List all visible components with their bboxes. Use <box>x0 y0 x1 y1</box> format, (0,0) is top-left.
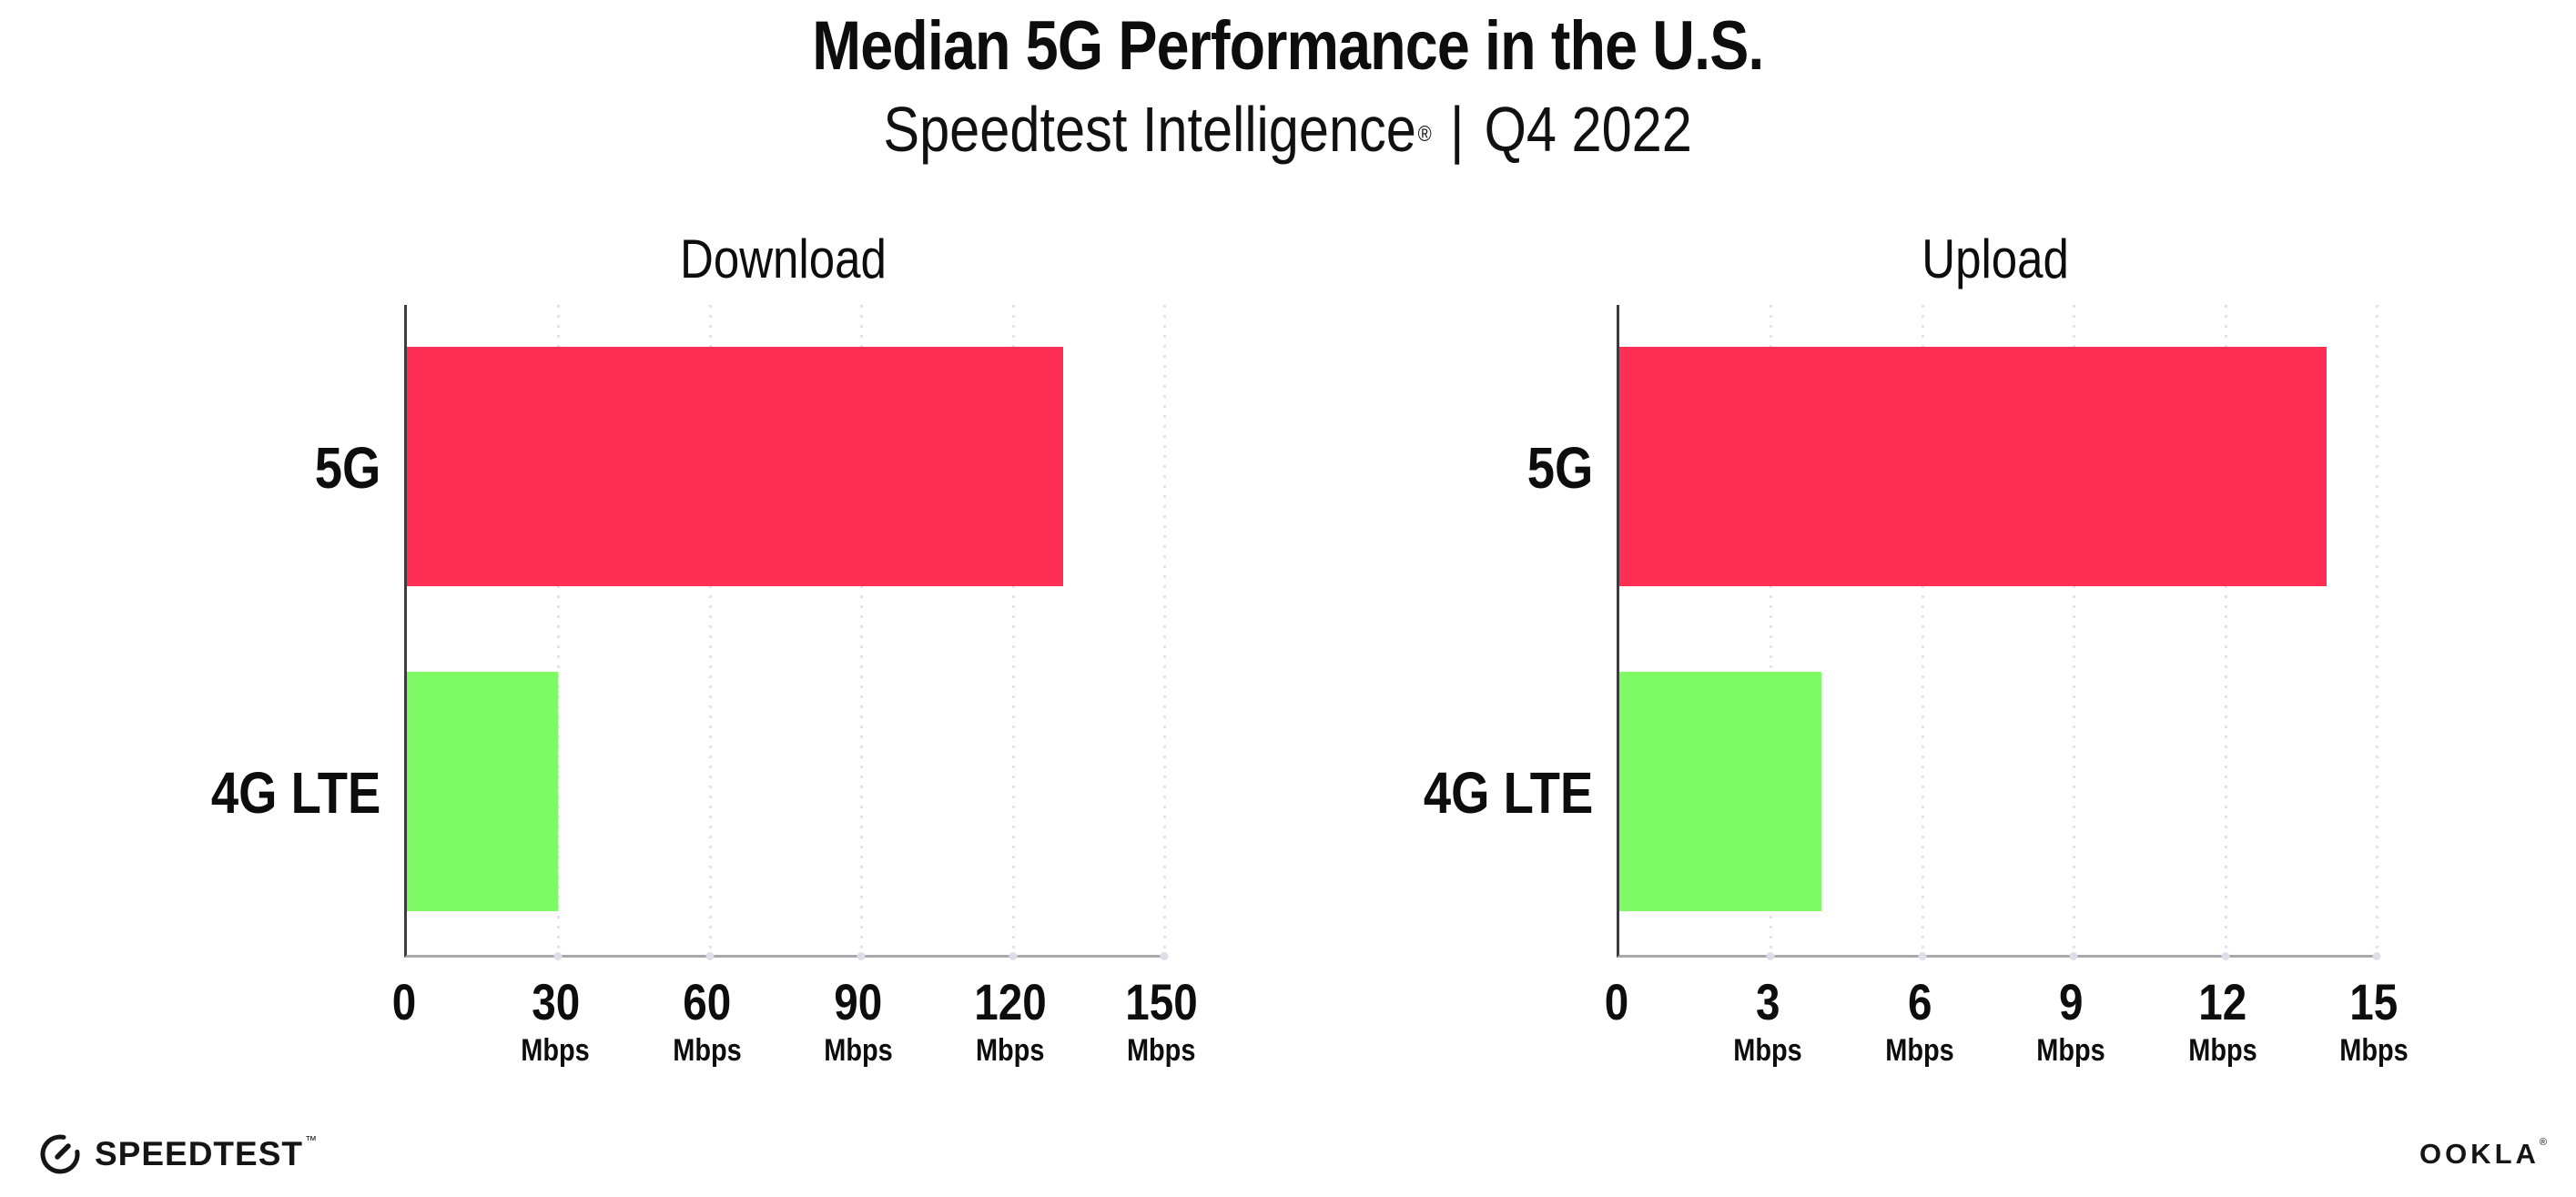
x-tick-9: 9 Mbps <box>2031 973 2112 1069</box>
x-tick-value: 9 <box>2058 973 2084 1030</box>
x-tick-value: 120 <box>973 973 1047 1030</box>
x-tick-unit: Mbps <box>673 1033 742 1068</box>
x-tick-value: 60 <box>683 973 732 1030</box>
x-tick-value: 12 <box>2198 973 2247 1030</box>
gridline-90 <box>860 305 864 955</box>
x-tick-value: 0 <box>391 973 417 1030</box>
upload-chart: Upload 5G 4G LTE 0 3 Mbps 6 Mbps 9 Mbps 12 Mbps 15… <box>1325 228 2409 1138</box>
speedtest-logo: SPEEDTEST ™ <box>38 1131 318 1178</box>
upload-x-axis-labels: 0 3 Mbps 6 Mbps 9 Mbps 12 Mbps 15 Mbps <box>1605 973 2409 1121</box>
page-title: Median 5G Performance in the U.S. <box>0 7 2576 86</box>
axis-tick-dot-150 <box>1160 952 1169 960</box>
gridline-15 <box>2376 305 2378 955</box>
gridline-9 <box>2073 305 2076 955</box>
gridline-60 <box>708 305 712 955</box>
axis-tick-dot-12 <box>2221 952 2230 960</box>
bar-5g <box>407 347 1064 586</box>
axis-tick-dot-90 <box>857 952 866 960</box>
axis-tick-dot-30 <box>553 952 563 960</box>
x-tick-unit: Mbps <box>824 1033 893 1068</box>
axis-tick-dot-9 <box>2069 952 2078 960</box>
x-tick-value: 30 <box>531 973 580 1030</box>
x-tick-60: 60 Mbps <box>666 973 747 1069</box>
x-tick-unit: Mbps <box>1127 1033 1196 1068</box>
y-axis-label-4g-lte: 4G LTE <box>210 759 380 826</box>
x-tick-30: 30 Mbps <box>515 973 596 1069</box>
subtitle: Speedtest Intelligence® | Q4 2022 <box>0 87 2576 171</box>
download-plot-area <box>404 305 1169 960</box>
x-tick-150: 150 Mbps <box>1119 973 1203 1069</box>
ookla-logo-text: OOKLA <box>2419 1138 2540 1170</box>
x-tick-value: 6 <box>1907 973 1932 1030</box>
x-tick-value: 15 <box>2349 973 2399 1030</box>
subtitle-text: Speedtest Intelligence® | Q4 2022 <box>884 87 1692 171</box>
ookla-registered-mark: ® <box>2539 1137 2547 1148</box>
y-axis-label-4g-lte: 4G LTE <box>1423 759 1593 826</box>
speedtest-gauge-icon <box>40 1134 80 1174</box>
bar-5g <box>1619 347 2327 586</box>
axis-tick-dot-6 <box>1918 952 1927 960</box>
download-y-axis-labels: 5G 4G LTE <box>113 305 404 955</box>
x-tick-15: 15 Mbps <box>2334 973 2415 1069</box>
upload-chart-title: Upload <box>1922 228 2069 289</box>
x-tick-unit: Mbps <box>521 1033 591 1068</box>
subtitle-divider: | <box>1450 94 1465 165</box>
x-tick-value: 0 <box>1604 973 1629 1030</box>
x-tick-unit: Mbps <box>2187 1033 2257 1068</box>
gridline-3 <box>1770 305 1773 955</box>
x-tick-6: 6 Mbps <box>1879 973 1960 1069</box>
x-tick-120: 120 Mbps <box>968 973 1052 1069</box>
ookla-logo: OOKLA® <box>2419 1137 2547 1171</box>
x-tick-unit: Mbps <box>2036 1033 2105 1068</box>
speedtest-logo-text: SPEEDTEST ™ <box>95 1133 318 1172</box>
axis-tick-dot-120 <box>1009 952 1018 960</box>
subtitle-brand: Speedtest Intelligence <box>883 94 1417 165</box>
x-tick-0: 0 <box>390 975 418 1030</box>
axis-tick-dot-3 <box>1766 952 1775 960</box>
y-axis-label-5g: 5G <box>1526 434 1593 501</box>
gridline-6 <box>1921 305 1924 955</box>
page-title-text: Median 5G Performance in the U.S. <box>812 7 1764 85</box>
subtitle-period: Q4 2022 <box>1484 94 1693 165</box>
x-tick-0: 0 <box>1602 975 1630 1030</box>
x-tick-value: 150 <box>1125 973 1198 1030</box>
registered-mark: ® <box>1417 122 1432 147</box>
upload-plot-area <box>1617 305 2381 960</box>
gridline-150 <box>1163 305 1166 955</box>
x-tick-12: 12 Mbps <box>2182 973 2263 1069</box>
gridline-120 <box>1011 305 1015 955</box>
x-tick-90: 90 Mbps <box>818 973 899 1069</box>
x-tick-unit: Mbps <box>975 1033 1045 1068</box>
trademark-mark: ™ <box>305 1133 318 1147</box>
axis-tick-dot-60 <box>705 952 715 960</box>
bar-4g-lte <box>407 672 559 911</box>
bar-4g-lte <box>1619 672 1821 911</box>
download-x-axis-labels: 0 30 Mbps 60 Mbps 90 Mbps 120 Mbps 150 Mbps <box>392 973 1198 1121</box>
x-tick-unit: Mbps <box>2339 1033 2409 1068</box>
x-tick-value: 90 <box>834 973 883 1030</box>
y-axis-label-5g: 5G <box>314 434 380 501</box>
x-tick-unit: Mbps <box>1885 1033 1954 1068</box>
gridline-12 <box>2224 305 2227 955</box>
gridline-30 <box>557 305 561 955</box>
download-chart-title: Download <box>679 228 887 289</box>
axis-tick-dot-15 <box>2372 952 2381 960</box>
x-tick-value: 3 <box>1756 973 1780 1030</box>
x-tick-3: 3 Mbps <box>1728 973 1809 1069</box>
x-tick-unit: Mbps <box>1733 1033 1803 1068</box>
upload-y-axis-labels: 5G 4G LTE <box>1325 305 1617 955</box>
download-chart: Download 5G 4G LTE 0 30 Mbps 60 Mbps 90 Mbps 120… <box>113 228 1198 1138</box>
